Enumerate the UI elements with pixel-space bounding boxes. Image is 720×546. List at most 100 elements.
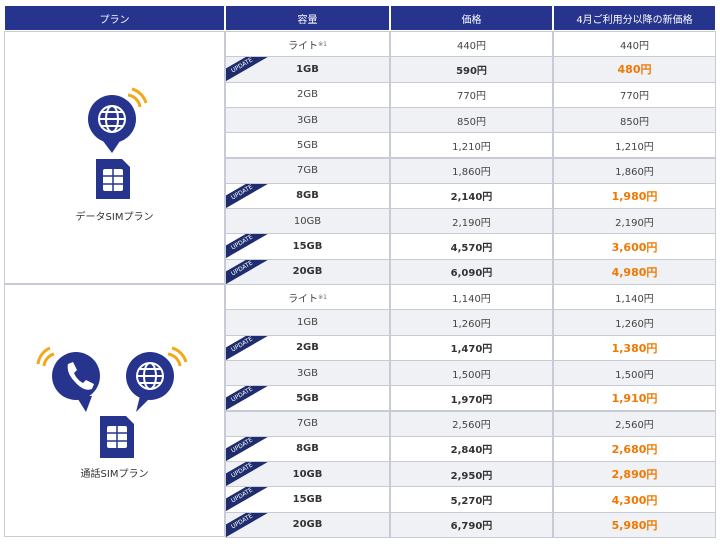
- capacity-cell: UPDATE 2GB: [225, 334, 390, 361]
- price: 2,140円: [450, 192, 493, 204]
- price: 1,500円: [452, 369, 491, 381]
- new-price-cell: 5,980円: [553, 511, 716, 538]
- capacity-cell: 7GB: [225, 410, 390, 437]
- capacity-cell: 2GB: [225, 81, 390, 108]
- price-cell: 1,470円: [390, 334, 553, 361]
- new-price-cell: 1,500円: [553, 359, 716, 387]
- new-price-cell: 1,260円: [553, 309, 716, 336]
- new-price: 1,860円: [615, 167, 654, 179]
- price: 1,140円: [452, 293, 491, 305]
- price: 590円: [456, 65, 487, 77]
- capacity: 10GB: [293, 215, 322, 227]
- new-price-cell: 1,210円: [553, 132, 716, 159]
- capacity: 1GB: [297, 316, 318, 328]
- price-cell: 1,500円: [390, 359, 553, 387]
- capacity: 2GB: [297, 89, 318, 101]
- header-text: プラン: [99, 14, 130, 26]
- price-cell: 1,860円: [390, 157, 553, 184]
- capacity: ライト: [288, 40, 319, 52]
- capacity: 3GB: [297, 367, 318, 379]
- capacity-cell: UPDATE 20GB: [225, 258, 390, 285]
- price: 440円: [456, 40, 487, 52]
- capacity-cell: 1GB: [225, 309, 390, 336]
- capacity-cell: UPDATE 8GB: [225, 182, 390, 210]
- new-price: 2,190円: [615, 217, 654, 229]
- new-price: 2,560円: [615, 420, 654, 432]
- price-cell: 2,840円: [390, 435, 553, 463]
- capacity: 5GB: [297, 139, 318, 151]
- price-cell: 440円: [390, 31, 553, 58]
- new-price: 1,140円: [615, 293, 654, 305]
- new-price-cell: 2,560円: [553, 410, 716, 437]
- header-text: 価格: [461, 14, 482, 26]
- new-price-cell: 1,140円: [553, 284, 716, 311]
- footnote-mark: ※1: [318, 293, 327, 301]
- plan-cell: 通話SIMプラン: [4, 284, 225, 537]
- price: 4,570円: [450, 243, 493, 255]
- update-badge: UPDATE: [226, 487, 271, 512]
- plan-name: データSIMプラン: [75, 212, 154, 223]
- new-price-cell: 1,380円: [553, 334, 716, 361]
- header-cell: プラン: [4, 5, 225, 31]
- new-price: 1,500円: [615, 369, 654, 381]
- capacity: 20GB: [292, 519, 323, 531]
- price-cell: 1,970円: [390, 385, 553, 412]
- capacity-cell: ライト ※1: [225, 284, 390, 311]
- data-sim-icon: [87, 87, 147, 199]
- price: 2,560円: [452, 420, 491, 432]
- capacity: 8GB: [296, 443, 319, 455]
- new-price: 850円: [619, 116, 650, 128]
- capacity: 15GB: [292, 241, 323, 253]
- capacity-cell: 3GB: [225, 106, 390, 134]
- update-badge: UPDATE: [226, 335, 271, 360]
- new-price: 5,980円: [611, 518, 658, 532]
- plan-cell: データSIMプラン: [4, 31, 225, 284]
- new-price-cell: 440円: [553, 31, 716, 58]
- header-text: 容量: [297, 14, 318, 26]
- capacity: 7GB: [297, 165, 318, 177]
- update-badge: UPDATE: [226, 57, 271, 82]
- price-cell: 590円: [390, 56, 553, 83]
- capacity-cell: UPDATE 15GB: [225, 486, 390, 513]
- price: 5,270円: [450, 496, 493, 508]
- new-price: 480円: [617, 63, 652, 77]
- new-price-cell: 2,680円: [553, 435, 716, 463]
- capacity-cell: 7GB: [225, 157, 390, 184]
- new-price-cell: 1,860円: [553, 157, 716, 184]
- capacity: 1GB: [296, 63, 319, 75]
- capacity-cell: UPDATE 5GB: [225, 385, 390, 412]
- price-cell: 2,140円: [390, 182, 553, 210]
- capacity: 8GB: [296, 190, 319, 202]
- update-badge: UPDATE: [226, 386, 271, 411]
- new-price: 1,380円: [611, 341, 658, 355]
- price: 2,950円: [450, 470, 493, 482]
- new-price: 4,300円: [611, 493, 658, 507]
- capacity-cell: UPDATE 20GB: [225, 511, 390, 538]
- capacity: 5GB: [296, 392, 319, 404]
- new-price: 1,980円: [611, 189, 658, 203]
- price: 1,210円: [452, 141, 491, 153]
- new-price-cell: 850円: [553, 106, 716, 134]
- capacity-cell: UPDATE 8GB: [225, 435, 390, 463]
- capacity-cell: 3GB: [225, 359, 390, 387]
- new-price: 3,600円: [611, 240, 658, 254]
- update-badge: UPDATE: [226, 462, 271, 487]
- price-cell: 1,210円: [390, 132, 553, 159]
- price: 1,470円: [450, 344, 493, 356]
- new-price: 440円: [619, 40, 650, 52]
- capacity-cell: UPDATE 10GB: [225, 461, 390, 488]
- new-price: 4,980円: [611, 265, 658, 279]
- update-badge: UPDATE: [226, 436, 271, 462]
- price-cell: 1,140円: [390, 284, 553, 311]
- capacity-cell: UPDATE 1GB: [225, 56, 390, 83]
- capacity: 7GB: [297, 418, 318, 430]
- plan-name: 通話SIMプラン: [80, 469, 149, 480]
- price-cell: 770円: [390, 81, 553, 108]
- update-badge: UPDATE: [226, 512, 271, 537]
- price-cell: 850円: [390, 106, 553, 134]
- price-cell: 2,560円: [390, 410, 553, 437]
- price-cell: 6,090円: [390, 258, 553, 285]
- new-price-cell: 4,980円: [553, 258, 716, 285]
- header-cell: 価格: [390, 5, 553, 31]
